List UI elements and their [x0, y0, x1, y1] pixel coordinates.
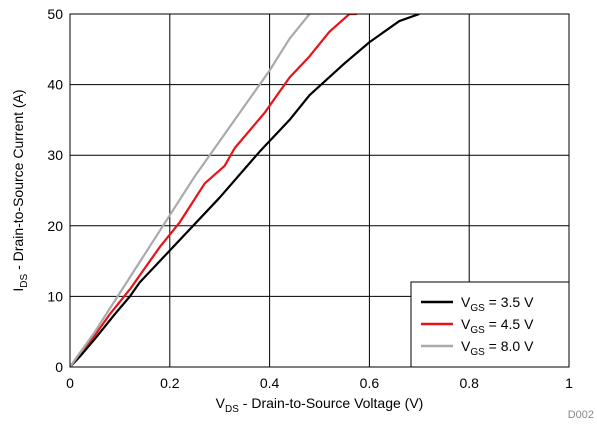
x-tick-label: 0.2: [160, 375, 180, 391]
y-tick-label: 20: [47, 218, 63, 234]
y-tick-label: 10: [47, 288, 63, 304]
legend-item: VGS = 8.0 V: [421, 338, 534, 358]
legend-item: VGS = 3.5 V: [421, 294, 534, 314]
x-tick-labels: 0 0.2 0.4 0.6 0.8 1: [66, 375, 573, 391]
legend-label: VGS = 4.5 V: [461, 316, 534, 336]
legend-item: VGS = 4.5 V: [421, 316, 534, 336]
plot-frame: [69, 13, 570, 368]
series-line-2: [70, 14, 357, 367]
y-tick-label: 50: [47, 6, 63, 22]
footnote: D002: [568, 409, 594, 421]
legend-label: VGS = 8.0 V: [461, 338, 534, 358]
y-tick-label: 30: [47, 147, 63, 163]
y-tick-label: 40: [47, 77, 63, 93]
x-tick-label: 0: [66, 375, 74, 391]
x-tick-label: 0.4: [260, 375, 280, 391]
series-line-3: [70, 14, 311, 367]
y-tick-label: 0: [55, 359, 63, 375]
series-line-1: [70, 14, 420, 367]
x-tick-label: 0.8: [459, 375, 479, 391]
x-tick-label: 1: [565, 375, 573, 391]
y-axis-title: IDS - Drain-to-Source Current (A): [10, 89, 30, 291]
y-tick-labels: 0 10 20 30 40 50: [47, 6, 63, 375]
legend-label: VGS = 3.5 V: [461, 294, 534, 314]
x-axis-title: VDS - Drain-to-Source Voltage (V): [216, 395, 424, 415]
series-layer: [70, 14, 420, 367]
x-tick-label: 0.6: [360, 375, 380, 391]
